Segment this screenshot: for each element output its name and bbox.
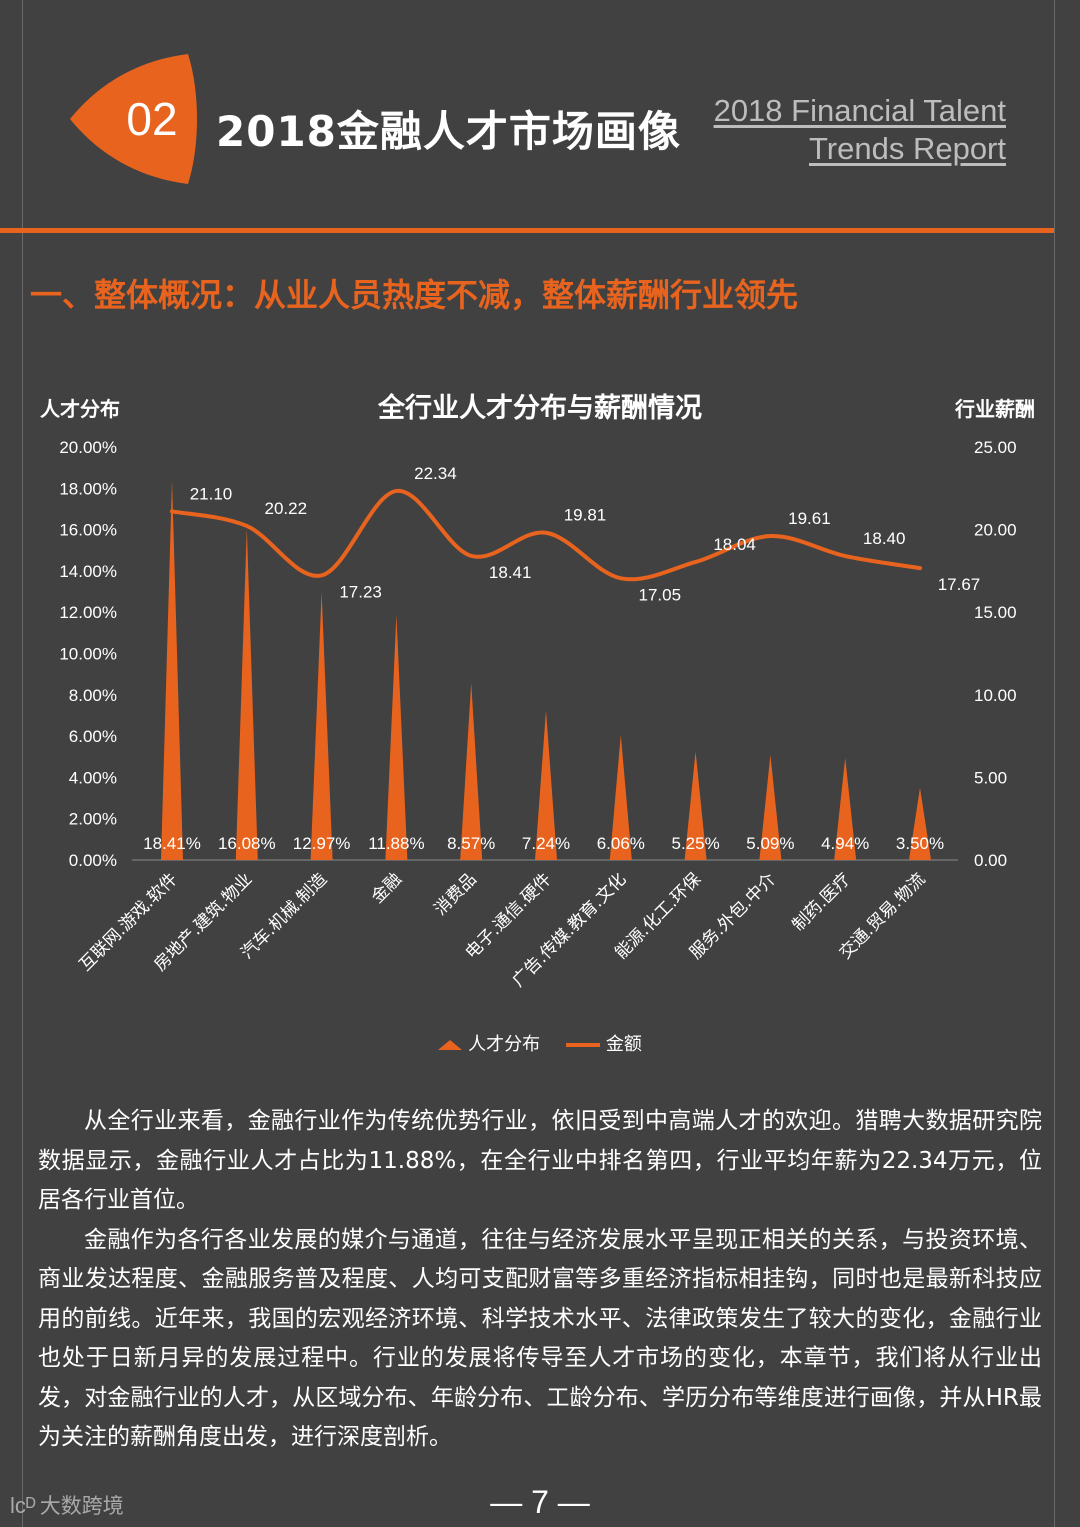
y-right-tick-label: 20.00 xyxy=(974,521,1017,540)
amount-data-label: 22.34 xyxy=(414,464,457,483)
legend-item-amount: 金额 xyxy=(565,1030,642,1056)
talent-bar-label: 18.41% xyxy=(143,834,201,853)
y-right-axis-title: 行业薪酬 xyxy=(955,397,1035,421)
y-left-tick-label: 8.00% xyxy=(69,686,117,705)
legend-label-talent: 人才分布 xyxy=(468,1034,541,1055)
y-right-tick-label: 15.00 xyxy=(974,603,1017,622)
y-left-tick-label: 2.00% xyxy=(69,810,117,829)
talent-bar-label: 6.06% xyxy=(597,834,645,853)
page-title: 2018金融人才市场画像 xyxy=(216,107,681,156)
talent-bar xyxy=(759,754,782,860)
y-left-tick-label: 20.00% xyxy=(59,438,117,457)
talent-bar-label: 7.24% xyxy=(522,834,570,853)
page-number: — 7 — xyxy=(490,1484,590,1520)
talent-bar-label: 8.57% xyxy=(447,834,495,853)
talent-bar-label: 5.09% xyxy=(746,834,794,853)
y-left-tick-label: 18.00% xyxy=(59,479,117,498)
y-left-tick-label: 4.00% xyxy=(69,768,117,787)
title-english-line2: Trends Report xyxy=(809,131,1006,166)
triangle-icon xyxy=(438,1040,463,1050)
talent-bar-label: 16.08% xyxy=(218,834,276,853)
y-left-tick-label: 12.00% xyxy=(59,603,117,622)
y-left-tick-label: 10.00% xyxy=(59,645,117,664)
chart-legend: 人才分布 金额 xyxy=(0,1030,1080,1056)
talent-bar-label: 11.88% xyxy=(368,834,424,853)
talent-bar xyxy=(834,757,857,860)
amount-data-label: 18.04 xyxy=(713,535,756,554)
talent-bar xyxy=(909,787,931,860)
amount-data-label: 17.23 xyxy=(339,582,382,601)
y-right-tick-label: 0.00 xyxy=(974,851,1007,870)
y-left-axis-title: 人才分布 xyxy=(40,397,120,421)
talent-bar-label: 5.25% xyxy=(671,834,719,853)
amount-data-label: 17.05 xyxy=(639,585,682,604)
talent-bar xyxy=(460,683,483,860)
legend-label-amount: 金额 xyxy=(605,1034,642,1055)
amount-data-label: 20.22 xyxy=(265,499,308,518)
amount-data-label: 18.40 xyxy=(863,529,906,548)
talent-bar xyxy=(535,710,557,860)
body-paragraph-2: 金融作为各行各业发展的媒介与通道，往往与经济发展水平呈现正相关的关系，与投资环境… xyxy=(38,1226,1042,1451)
title-english-line1: 2018 Financial Talent xyxy=(713,93,1006,128)
talent-bar xyxy=(385,614,408,860)
amount-data-label: 19.61 xyxy=(788,509,831,528)
section-badge-shape xyxy=(70,54,197,184)
talent-bar-label: 3.50% xyxy=(896,834,944,853)
section-number: 02 xyxy=(126,93,178,145)
page-border-left xyxy=(22,0,23,1527)
talent-bar-label: 4.94% xyxy=(821,834,869,853)
amount-data-label: 18.41 xyxy=(489,563,532,582)
logo-icon: lᴄᴰ xyxy=(10,1493,36,1518)
x-category-label: 消费品 xyxy=(431,869,481,919)
logo-text: 大数跨境 xyxy=(39,1494,124,1518)
line-icon xyxy=(565,1043,600,1047)
section-heading: 一、整体概况：从业人员热度不减，整体薪酬行业领先 xyxy=(30,276,799,314)
page-border-right xyxy=(1054,0,1055,1527)
footer-logo: lᴄᴰ 大数跨境 xyxy=(10,1490,124,1520)
y-left-tick-label: 16.00% xyxy=(59,521,117,540)
chart-area: 20.00% 18.00% 16.00% 14.00% 12.00% 10.00% 8.00… xyxy=(59,438,1017,991)
page-title-english: 2018 Financial Talent Trends Report xyxy=(714,92,1006,168)
amount-data-label: 19.81 xyxy=(564,506,607,525)
y-right-tick-label: 10.00 xyxy=(974,686,1017,705)
talent-bar xyxy=(684,751,707,860)
chart-title: 全行业人才分布与薪酬情况 xyxy=(378,393,702,424)
x-category-label: 制药.医疗 xyxy=(789,869,855,935)
y-left-tick-label: 14.00% xyxy=(59,562,117,581)
talent-bar xyxy=(161,479,183,860)
amount-line xyxy=(170,488,922,582)
y-right-tick-label: 25.00 xyxy=(974,438,1017,457)
talent-bar xyxy=(310,592,333,860)
talent-bar-label: 12.97% xyxy=(293,834,351,853)
amount-data-label: 21.10 xyxy=(190,484,233,503)
y-left-tick-label: 0.00% xyxy=(69,851,117,870)
body-text: 从全行业来看，金融行业作为传统优势行业，依旧受到中高端人才的欢迎。猎聘大数据研究… xyxy=(38,1102,1042,1458)
header-divider xyxy=(0,228,1054,233)
talent-bar xyxy=(609,734,632,860)
y-left-tick-label: 6.00% xyxy=(69,727,117,746)
amount-data-label: 17.67 xyxy=(938,575,981,594)
talent-bar xyxy=(235,527,258,860)
body-paragraph-1: 从全行业来看，金融行业作为传统优势行业，依旧受到中高端人才的欢迎。猎聘大数据研究… xyxy=(38,1108,1042,1213)
x-category-label: 金融 xyxy=(368,869,406,907)
y-right-tick-label: 5.00 xyxy=(974,768,1007,787)
legend-item-talent: 人才分布 xyxy=(438,1030,540,1056)
